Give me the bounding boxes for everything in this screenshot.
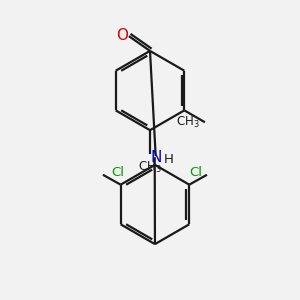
Text: N: N bbox=[150, 150, 161, 165]
Text: CH$_3$: CH$_3$ bbox=[176, 115, 200, 130]
Text: H: H bbox=[164, 153, 173, 166]
Text: O: O bbox=[116, 28, 128, 43]
Text: Cl: Cl bbox=[111, 166, 124, 179]
Text: CH$_3$: CH$_3$ bbox=[138, 160, 162, 175]
Text: Cl: Cl bbox=[189, 166, 202, 179]
